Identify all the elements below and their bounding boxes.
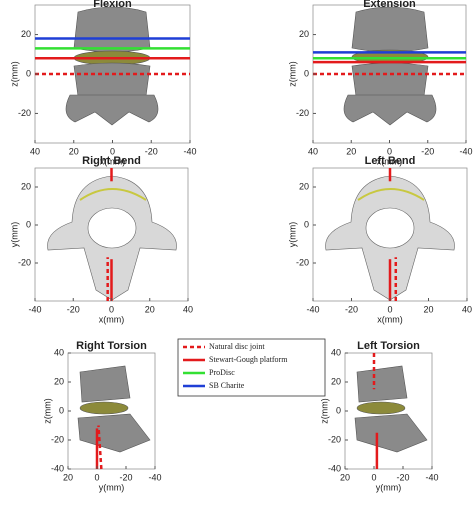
y-tick-label: -20 (296, 108, 309, 118)
x-tick-label: -20 (119, 472, 132, 482)
x-tick-label: -20 (67, 304, 80, 314)
y-tick-label: 0 (59, 405, 64, 415)
y-tick-label: 20 (331, 376, 341, 386)
y-tick-label: -40 (328, 463, 341, 473)
legend-label: ProDisc (209, 368, 235, 377)
chart-title: Left Bend (365, 155, 416, 167)
x-tick-label: 20 (69, 146, 79, 156)
y-tick-label: 40 (331, 347, 341, 357)
x-tick-label: 20 (340, 472, 350, 482)
x-axis-label: x(mm) (377, 156, 403, 166)
x-tick-label: 0 (109, 304, 114, 314)
y-tick-label: 40 (54, 347, 64, 357)
x-tick-label: -20 (396, 472, 409, 482)
x-axis-label: y(mm) (376, 482, 402, 492)
vertebra-flexion (65, 6, 159, 126)
chart-title: Flexion (93, 0, 132, 10)
y-axis-label: y(mm) (287, 222, 297, 248)
x-tick-label: 40 (183, 304, 193, 314)
y-tick-label: -20 (51, 434, 64, 444)
x-tick-label: 0 (387, 146, 392, 156)
x-tick-label: 40 (30, 146, 40, 156)
x-tick-label: 0 (371, 472, 376, 482)
y-tick-label: -20 (18, 108, 31, 118)
legend-label: SB Charite (209, 381, 245, 390)
chart-title: Right Torsion (76, 340, 147, 352)
y-tick-label: 0 (26, 219, 31, 229)
y-axis-label: z(mm) (319, 398, 329, 424)
x-tick-label: 20 (346, 146, 356, 156)
vertebra-left-torsion (354, 365, 428, 453)
y-tick-label: -20 (18, 257, 31, 267)
y-axis-label: z(mm) (287, 61, 297, 87)
y-tick-label: 20 (54, 376, 64, 386)
x-tick-label: -40 (425, 472, 438, 482)
x-tick-label: 20 (63, 472, 73, 482)
y-tick-label: 0 (336, 405, 341, 415)
x-axis-label: x(mm) (100, 156, 126, 166)
chart-title: Left Torsion (357, 340, 420, 352)
y-tick-label: 20 (21, 29, 31, 39)
vertebra-extension (343, 6, 437, 126)
x-tick-label: 40 (308, 146, 318, 156)
chart-title: Extension (363, 0, 416, 10)
x-tick-label: 20 (423, 304, 433, 314)
y-tick-label: 20 (299, 181, 309, 191)
y-tick-label: 20 (21, 181, 31, 191)
x-axis-label: x(mm) (377, 314, 403, 324)
y-tick-label: 0 (304, 219, 309, 229)
x-tick-label: -20 (421, 146, 434, 156)
x-tick-label: 0 (94, 472, 99, 482)
vertebra-right-torsion (77, 365, 151, 453)
x-tick-label: -40 (459, 146, 472, 156)
x-tick-label: 20 (145, 304, 155, 314)
y-tick-label: 0 (304, 68, 309, 78)
vertebra-right-bend (47, 175, 177, 301)
x-tick-label: -40 (28, 304, 41, 314)
x-tick-label: 0 (387, 304, 392, 314)
data-line (97, 425, 103, 470)
x-tick-label: -20 (345, 304, 358, 314)
x-tick-label: -40 (183, 146, 196, 156)
y-tick-label: 0 (26, 68, 31, 78)
legend-label: Natural disc joint (209, 342, 265, 351)
x-tick-label: -40 (306, 304, 319, 314)
x-tick-label: -40 (148, 472, 161, 482)
x-axis-label: x(mm) (99, 314, 125, 324)
y-tick-label: -40 (51, 463, 64, 473)
y-axis-label: z(mm) (42, 398, 52, 424)
y-tick-label: 20 (299, 29, 309, 39)
x-tick-label: 40 (462, 304, 472, 314)
x-tick-label: 0 (110, 146, 115, 156)
vertebra-left-bend (325, 175, 455, 301)
x-axis-label: y(mm) (99, 482, 125, 492)
legend-label: Stewart-Gough platform (209, 355, 288, 364)
chart-title: Right Bend (82, 155, 141, 167)
y-tick-label: -20 (296, 257, 309, 267)
y-axis-label: z(mm) (9, 61, 19, 87)
y-tick-label: -20 (328, 434, 341, 444)
y-axis-label: y(mm) (9, 222, 19, 248)
x-tick-label: -20 (145, 146, 158, 156)
